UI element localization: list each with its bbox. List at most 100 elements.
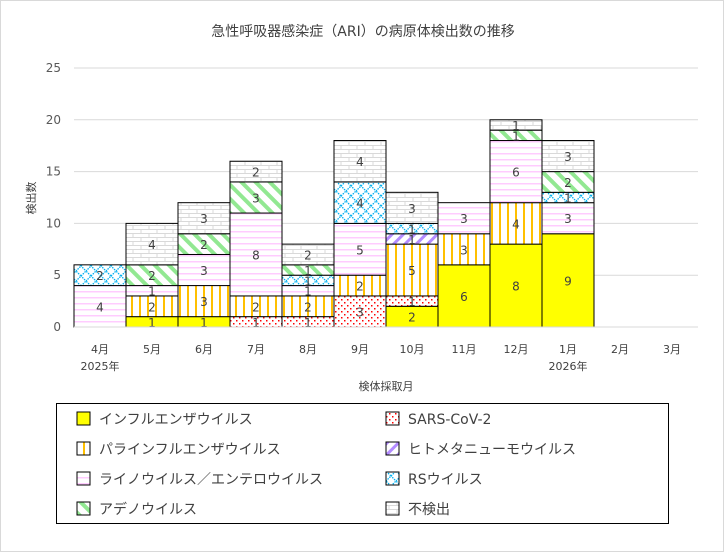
x-tick-label: 1月: [559, 343, 577, 356]
data-label: 1: [304, 264, 312, 278]
legend-entry: インフルエンザウイルス: [99, 412, 253, 428]
data-label: 3: [200, 212, 208, 226]
data-label: 3: [564, 150, 572, 164]
legend: インフルエンザウイルス SARS-CoV-2 パラインフルエンザウイルス ヒトメタニュ…: [76, 411, 576, 518]
data-label: 9: [564, 274, 572, 288]
data-label: 4: [356, 155, 364, 169]
data-label: 1: [304, 316, 312, 330]
y-tick-label: 25: [46, 61, 61, 75]
legend-entry: アデノウイルス: [99, 501, 197, 518]
data-label: 5: [408, 264, 416, 278]
legend-swatch: [76, 411, 91, 426]
data-label: 3: [200, 295, 208, 309]
x-tick-label: 11月: [452, 343, 477, 356]
bar-segment: [229, 160, 283, 183]
year-label: 2026年: [549, 359, 588, 373]
bar-segment: [437, 202, 491, 235]
legend-entry: 不検出: [408, 502, 450, 518]
data-label: 8: [252, 248, 260, 262]
data-label: 1: [408, 295, 416, 309]
legend-swatch: [385, 471, 400, 486]
bar-segment: [489, 119, 543, 131]
x-tick-label: 7月: [247, 343, 265, 356]
bar-segment: [541, 233, 595, 328]
bar-segment: [489, 243, 543, 328]
legend-swatch: [385, 411, 400, 426]
x-tick-label: 8月: [299, 343, 317, 356]
data-label: 1: [512, 119, 520, 133]
data-label: 2: [356, 280, 364, 294]
legend-entry: SARS-CoV-2: [408, 412, 491, 428]
x-tick-label: 9月: [351, 343, 369, 356]
data-label: 1: [564, 192, 572, 206]
bar-segment: [437, 264, 491, 328]
data-label: 1: [252, 316, 260, 330]
bar-segment: [229, 212, 283, 297]
x-tick-label: 6月: [195, 343, 213, 356]
data-label: 1: [304, 274, 312, 288]
legend-swatch: [76, 501, 91, 516]
data-label: 5: [356, 243, 364, 257]
x-tick-label: 2月: [611, 343, 629, 356]
data-label: 2: [304, 248, 312, 262]
data-label: 1: [200, 316, 208, 330]
legend-swatch: [385, 441, 400, 456]
data-label: 3: [460, 212, 468, 226]
data-label: 2: [96, 269, 104, 283]
bar-segment: [489, 140, 543, 204]
y-tick-label: 20: [46, 113, 61, 127]
chart-title: 急性呼吸器感染症（ARI）の病原体検出数の推移: [211, 23, 514, 40]
data-label: 6: [460, 290, 468, 304]
x-tick-label: 5月: [143, 343, 161, 356]
data-label: 2: [148, 300, 156, 314]
bar-segment: [177, 202, 231, 235]
y-tick-label: 0: [53, 320, 61, 334]
data-label: 3: [564, 212, 572, 226]
data-label: 3: [356, 305, 364, 319]
bar-segment: [333, 181, 387, 224]
data-label: 3: [460, 243, 468, 257]
x-axis-label: 検体採取月: [359, 379, 414, 393]
y-tick-label: 15: [46, 165, 61, 179]
data-label: 4: [512, 217, 520, 231]
bar-segment: [541, 140, 595, 173]
data-label: 2: [304, 300, 312, 314]
legend-entry: ライノウイルス／エンテロウイルス: [99, 472, 323, 488]
legend-swatch: [385, 501, 400, 516]
legend-entry: パラインフルエンザウイルス: [99, 442, 281, 458]
bar-segment: [125, 222, 179, 266]
data-label: 2: [408, 311, 416, 325]
data-label: 3: [252, 192, 260, 206]
data-label: 2: [252, 166, 260, 180]
data-label: 6: [512, 166, 520, 180]
x-tick-label: 12月: [504, 343, 529, 356]
data-label: 4: [96, 300, 104, 314]
x-tick-label: 10月: [400, 343, 425, 356]
data-label: 2: [564, 176, 572, 190]
legend-entry: ヒトメタニューモウイルス: [408, 442, 576, 458]
data-label: 4: [356, 197, 364, 211]
bar-segment: [333, 222, 387, 276]
data-label: 2: [252, 300, 260, 314]
data-label: 4: [148, 238, 156, 252]
y-tick-label: 5: [53, 268, 61, 282]
bar-segment: [177, 285, 231, 318]
data-label: 1: [148, 316, 156, 330]
data-label: 3: [408, 202, 416, 216]
legend-box: [56, 403, 669, 524]
data-label: 1: [408, 223, 416, 237]
y-axis-label: 検出数: [24, 182, 38, 215]
legend-swatch: [76, 471, 91, 486]
data-label: 2: [200, 238, 208, 252]
bar-segment: [333, 140, 387, 183]
data-label: 3: [200, 264, 208, 278]
x-tick-label: 4月: [91, 343, 109, 356]
data-label: 1: [408, 233, 416, 247]
year-label: 2025年: [81, 359, 120, 373]
data-label: 1: [512, 129, 520, 143]
x-tick-label: 3月: [663, 343, 681, 356]
legend-swatch: [76, 441, 91, 456]
data-label: 2: [148, 269, 156, 283]
